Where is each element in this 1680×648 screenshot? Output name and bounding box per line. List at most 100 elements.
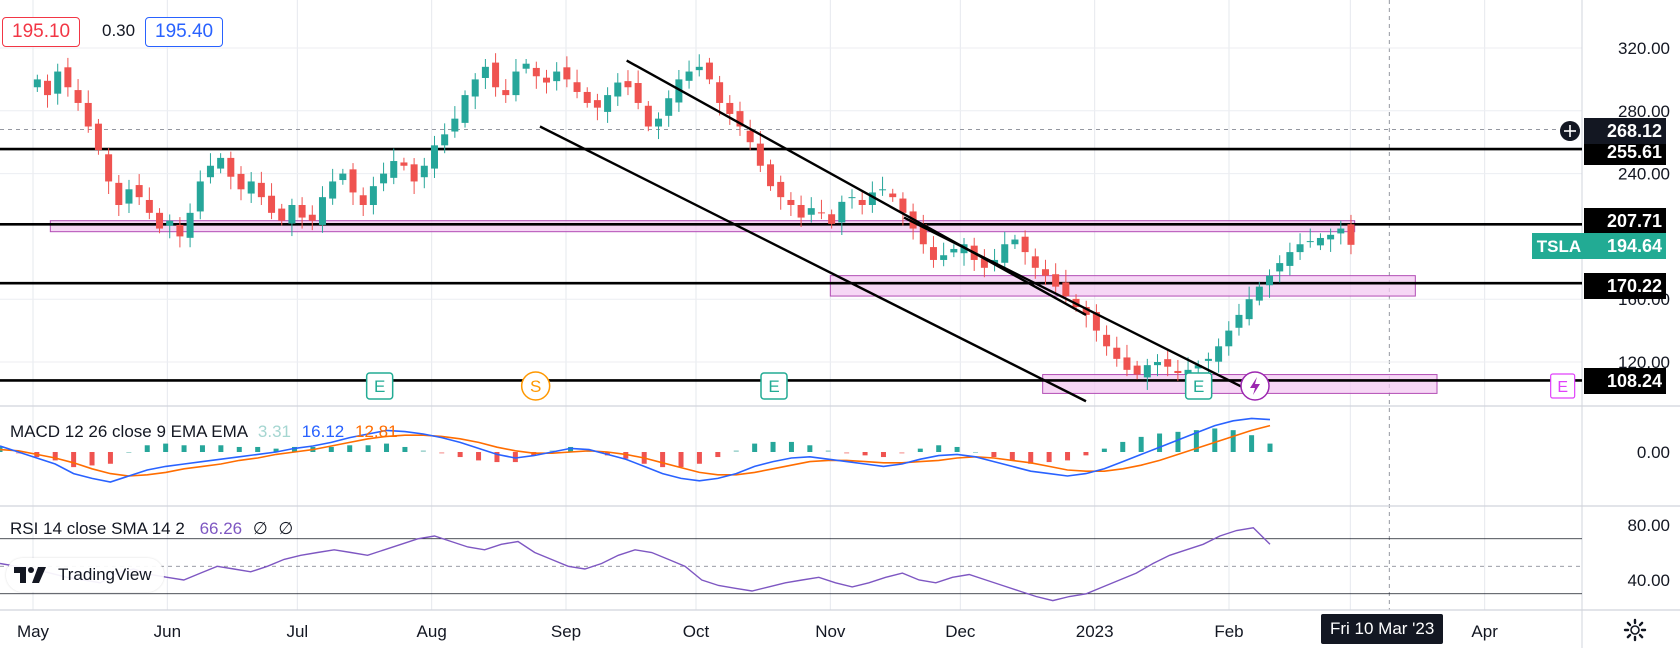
candle (1113, 336, 1121, 367)
macd-histogram-bar (291, 446, 297, 452)
price-axis: 320.00280.00240.00160.00120.000.0080.004… (1532, 39, 1670, 590)
candle-body (1296, 244, 1304, 253)
candle (512, 58, 520, 102)
candle (481, 58, 489, 89)
macd-histogram-bar (420, 450, 426, 452)
candle-body (929, 247, 937, 260)
candle-body (512, 71, 520, 96)
rsi-axis-tick: 80.00 (1627, 516, 1670, 535)
level-price-label: 170.22 (1607, 276, 1662, 296)
level-price-label-bg (1584, 273, 1666, 299)
macd-histogram-bar (899, 452, 905, 454)
time-axis-label: Apr (1471, 622, 1498, 641)
candle-body (217, 157, 225, 169)
level-price-label-bg (1584, 208, 1666, 234)
candle-body (1031, 256, 1039, 268)
crosshair-price-label: 268.12 (1607, 121, 1662, 141)
candle-body (481, 66, 489, 78)
candle (756, 131, 764, 173)
candle (308, 205, 316, 231)
candle-body (1123, 357, 1131, 370)
candle-body (1276, 263, 1284, 272)
candle (797, 195, 805, 227)
candle (135, 174, 143, 205)
ask-price-box[interactable]: 195.40 (145, 17, 224, 47)
candle (1001, 231, 1009, 270)
last-price-label: 194.64 (1607, 236, 1662, 256)
candle-body (919, 224, 927, 245)
macd-line-value: 16.12 (301, 422, 345, 441)
candle-body (227, 157, 235, 177)
candle-body (614, 82, 622, 97)
horizontal-levels (0, 128, 1582, 382)
macd-legend[interactable]: MACD 12 26 close 9 EMA EMA 3.31 16.12 12… (10, 422, 398, 442)
candle (1103, 325, 1111, 356)
bid-price-box[interactable]: 195.10 (2, 17, 81, 47)
candle (44, 74, 52, 108)
macd-histogram-bar (163, 443, 169, 452)
earnings-badge (365, 372, 394, 400)
gear-icon[interactable] (1623, 618, 1647, 642)
time-axis-label: Feb (1214, 622, 1243, 641)
candle-body (400, 162, 408, 166)
candle-body (1286, 252, 1294, 266)
macd-histogram-bar (1083, 452, 1089, 456)
candle (298, 197, 306, 229)
macd-histogram-bar (660, 452, 666, 468)
candle (227, 151, 235, 190)
split-event-marker: S (520, 371, 551, 401)
candle-body (247, 181, 255, 194)
candle (380, 162, 388, 192)
candle (532, 61, 540, 89)
candle-body (74, 90, 82, 103)
earnings-badge-letter: E (768, 377, 779, 396)
earnings-badge-letter: E (1193, 377, 1204, 396)
candle-body (787, 199, 795, 205)
macd-histogram-bar (402, 446, 408, 452)
candle-body (695, 66, 703, 71)
macd-histogram-bar (71, 452, 77, 468)
macd-histogram-bar (199, 445, 205, 452)
candle-body (573, 82, 581, 92)
candle-body (522, 63, 530, 69)
candle-body (807, 208, 815, 215)
macd-histogram-bar (973, 452, 979, 453)
candle (186, 203, 194, 248)
candle-body (746, 130, 754, 143)
time-axis-label: Jul (286, 622, 308, 641)
rsi-legend[interactable]: RSI 14 close SMA 14 2 66.26 ∅ ∅ (10, 519, 293, 539)
candle-body (502, 90, 510, 96)
price-axis-tick: 120.00 (1618, 353, 1670, 372)
candle-body (359, 195, 367, 205)
candle (695, 54, 703, 77)
macd-histogram-bar (807, 445, 813, 452)
candle (1174, 359, 1182, 381)
macd-histogram-bar (1267, 443, 1273, 452)
candle-body (44, 80, 52, 96)
candle-body (1103, 334, 1111, 347)
trendlines (539, 59, 1256, 403)
tradingview-logo[interactable]: TradingView (6, 558, 164, 592)
candle (278, 203, 286, 226)
macd-pane (0, 417, 1273, 483)
macd-histogram-bar (273, 448, 279, 452)
candle-body (1184, 369, 1192, 375)
macd-histogram-bar (1157, 433, 1163, 452)
earnings-upcoming-event-marker: E (1550, 373, 1576, 399)
candle (736, 101, 744, 136)
macd-histogram-bar (917, 448, 923, 452)
candle (726, 95, 734, 125)
candle (1306, 228, 1314, 248)
earnings-badge (760, 372, 788, 400)
candle-body (1194, 365, 1202, 369)
candle (451, 106, 459, 138)
candle-body (380, 173, 388, 184)
candle (919, 214, 927, 254)
candle (522, 58, 530, 74)
candle (400, 157, 408, 171)
candle-body (318, 197, 326, 225)
candle-body (1164, 359, 1172, 367)
candle (1052, 263, 1060, 295)
candle-body (583, 91, 591, 103)
